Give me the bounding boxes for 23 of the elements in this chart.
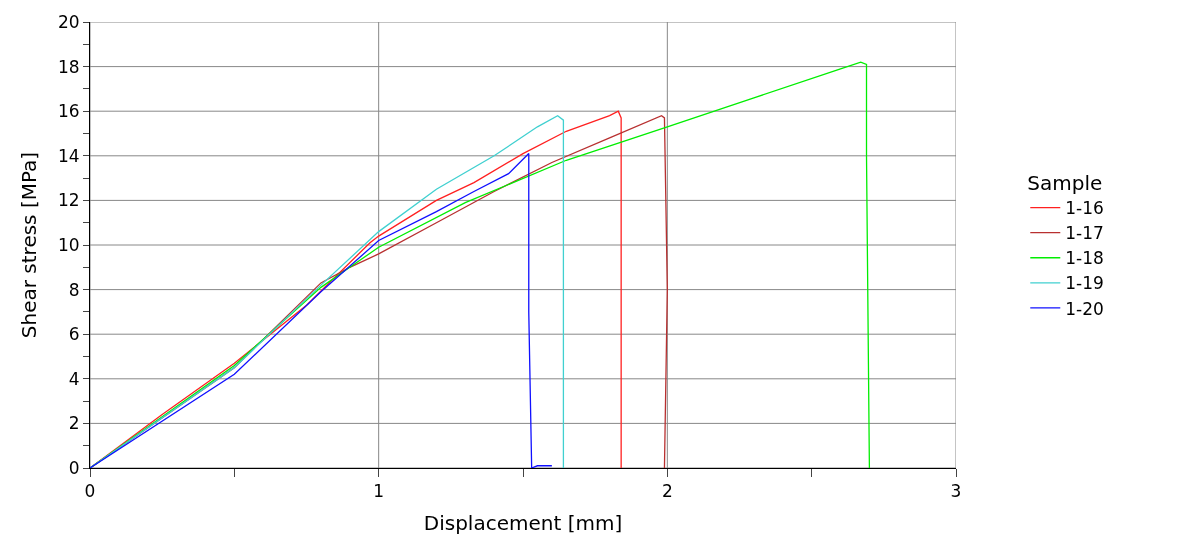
y-tick-label: 16 [57, 101, 80, 122]
y-tick-label: 2 [68, 413, 80, 434]
y-tick-label: 10 [57, 234, 80, 255]
y-tick-label: 18 [57, 56, 80, 77]
y-tick-label: 14 [57, 145, 80, 166]
y-axis-title: Shear stress [MPa] [17, 151, 42, 339]
x-axis-title: Displacement [mm] [423, 510, 623, 535]
x-tick-label: 0 [84, 481, 96, 502]
x-tick-label: 2 [661, 481, 673, 502]
legend-label: 1-17 [1065, 223, 1104, 244]
x-tick-label: 3 [950, 481, 962, 502]
legend-label: 1-18 [1065, 248, 1104, 269]
y-tick-label: 8 [68, 279, 80, 300]
legend-label: 1-20 [1065, 298, 1104, 319]
y-tick-label: 0 [68, 457, 80, 478]
y-tick-label: 12 [57, 190, 80, 211]
legend-label: 1-16 [1065, 198, 1104, 219]
legend-label: 1-19 [1065, 273, 1104, 294]
legend-title: Sample [1027, 171, 1103, 195]
y-tick-label: 4 [68, 368, 80, 389]
y-tick-label: 20 [57, 11, 80, 32]
y-tick-label: 6 [68, 324, 80, 345]
x-tick-label: 1 [373, 481, 385, 502]
